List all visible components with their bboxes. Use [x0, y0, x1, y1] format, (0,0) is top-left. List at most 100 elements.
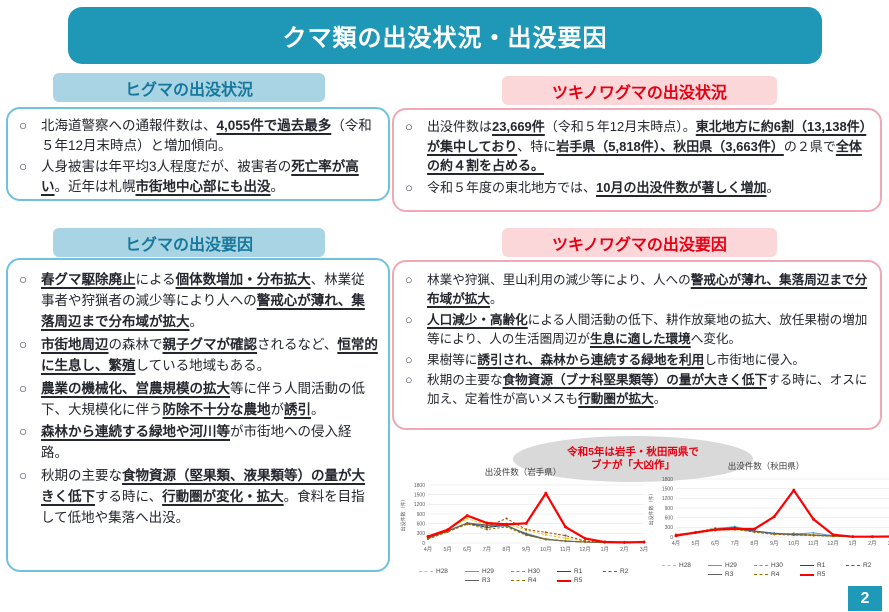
chart-title: 出没件数（岩手県） — [484, 467, 562, 477]
text-segment: 。 — [653, 392, 667, 407]
text-segment: が — [270, 401, 285, 417]
svg-text:8月: 8月 — [502, 546, 510, 553]
svg-text:11月: 11月 — [560, 546, 571, 553]
svg-text:出没件数（件）: 出没件数（件） — [648, 490, 655, 525]
svg-text:1500: 1500 — [662, 486, 673, 492]
text-segment: による — [135, 272, 176, 287]
section-header-higuma-status: ヒグマの出没状況 — [53, 73, 325, 102]
legend-item: R5 — [800, 571, 838, 578]
svg-text:12月: 12月 — [579, 546, 590, 553]
legend-swatch — [419, 571, 433, 572]
svg-text:1800: 1800 — [662, 477, 673, 483]
legend-label: R5 — [574, 577, 583, 584]
svg-text:0: 0 — [422, 541, 425, 547]
text-segment: 誘引 — [284, 401, 311, 417]
svg-text:12月: 12月 — [827, 540, 838, 547]
legend-label: H30 — [528, 568, 540, 575]
bullet-circle-icon: ○ — [19, 424, 28, 440]
legend-swatch — [662, 565, 676, 566]
section-header-label: ヒグマの出没状況 — [124, 81, 253, 99]
legend-swatch — [465, 571, 479, 572]
text-segment: する時に、オスに加え、定着性が高いメスも — [427, 373, 868, 407]
tsukinowa-status-box: ○ 出没件数は23,669件（令和５年12月末時点）。東北地方に約6割（13,13… — [392, 108, 882, 212]
text-segment: 。近年は札幌 — [54, 178, 136, 194]
legend-item: R4 — [754, 571, 792, 578]
list-item: ○ 果樹等に誘引され、森林から連続する緑地を利用し市街地に侵入。 — [402, 351, 870, 370]
text-segment: の２県で — [783, 138, 836, 154]
svg-text:1800: 1800 — [414, 483, 425, 489]
list-item: ○ 北海道警察への通報件数は、4,055件で過去最多（令和５年12月末時点）と増加… — [16, 116, 378, 155]
text-segment: 親子グマが確認 — [162, 336, 258, 352]
legend-label: R4 — [528, 577, 537, 584]
legend-label: R4 — [771, 571, 780, 578]
legend-label: H30 — [771, 562, 783, 569]
list-item: ○ 春グマ駆除廃止による個体数増加・分布拡大、林業従事者や狩猟者の減少等により人へ… — [16, 270, 378, 333]
chart-title: 出没件数（秋田県） — [727, 461, 805, 471]
page-number: 2 — [860, 589, 870, 607]
legend-swatch — [846, 565, 860, 566]
svg-text:6月: 6月 — [711, 540, 719, 547]
svg-text:1月: 1月 — [601, 546, 609, 553]
legend-swatch — [754, 574, 768, 575]
bullet-text: 北海道警察への通報件数は、4,055件で過去最多（令和５年12月末時点）と増加傾… — [41, 118, 372, 153]
text-segment: 秋期の主要な — [427, 373, 503, 388]
bullet-circle-icon: ○ — [19, 118, 28, 133]
section-header-tsukinowa-cause: ツキノワグマの出没要因 — [502, 228, 777, 257]
bullet-circle-icon: ○ — [405, 312, 413, 327]
bullet-text: 春グマ駆除廃止による個体数増加・分布拡大、林業従事者や狩猟者の減少等により人への… — [41, 272, 365, 329]
text-segment: 個体数増加・分布拡大 — [175, 272, 311, 287]
legend-swatch — [511, 571, 525, 572]
bullet-text: 秋期の主要な食物資源（ブナ科堅果類等）の量が大きく低下する時に、オスに加え、定着… — [427, 373, 867, 406]
legend-swatch — [754, 565, 768, 566]
tsukinowa-cause-box: ○ 林業や狩猟、里山利用の減少等により、人への警戒心が薄れ、集落周辺まで分布域が拡… — [392, 260, 882, 430]
higuma-cause-box: ○ 春グマ駆除廃止による個体数増加・分布拡大、林業従事者や狩猟者の減少等により人へ… — [6, 258, 390, 572]
bullet-text: 人口減少・高齢化による人間活動の低下、耕作放棄地の拡大、放任果樹の増加等により、… — [427, 313, 867, 346]
legend-item: H30 — [754, 562, 792, 569]
text-segment: 行動圏が拡大 — [578, 392, 654, 407]
svg-text:6月: 6月 — [463, 546, 471, 553]
legend-item: H29 — [708, 562, 746, 569]
bullet-circle-icon: ○ — [19, 468, 28, 484]
svg-text:1500: 1500 — [414, 492, 425, 498]
bullet-text: 市街地周辺の森林で親子グマが確認されるなど、恒常的に生息し、繁殖している地域もあ… — [41, 337, 378, 373]
text-segment: し市街地に侵入。 — [704, 352, 805, 367]
text-segment: の森林で — [108, 336, 163, 352]
legend-item: R2 — [846, 562, 884, 569]
list-item: ○ 出没件数は23,669件（令和５年12月末時点）。東北地方に約6割（13,13… — [402, 117, 870, 176]
section-header-higuma-cause: ヒグマの出没要因 — [53, 228, 325, 257]
svg-text:600: 600 — [417, 521, 426, 527]
legend-label: R1 — [574, 568, 583, 575]
text-segment: へ変化。 — [690, 331, 742, 346]
text-segment: （令和５年12月末時点）。 — [544, 119, 696, 134]
legend-swatch — [557, 571, 571, 572]
text-segment: 4,055件で過去最多 — [216, 118, 332, 133]
page-title: クマ類の出没状況・出没要因 — [282, 25, 608, 52]
text-segment: 。 — [489, 291, 503, 306]
bullet-text: 森林から連続する緑地や河川等が市街地への侵入経路。 — [41, 424, 352, 460]
text-segment: 警戒心が薄れ、集落周辺まで分布域が拡大 — [427, 273, 868, 306]
legend-label: R2 — [863, 562, 872, 569]
text-segment: 。 — [270, 178, 285, 194]
text-segment: 。食料を目指して低地や集落へ出没。 — [41, 489, 365, 526]
line-chart-svg: 0 300 600 900 1200 1500 1800 出没件数（件） 4月 5月 6月 7月 8月 9… — [400, 483, 648, 553]
svg-text:4月: 4月 — [424, 546, 432, 553]
callout-line2: ブナが「大凶作」 — [591, 459, 675, 471]
text-segment: 秋期の主要な — [41, 468, 122, 484]
svg-text:900: 900 — [417, 512, 426, 518]
legend-swatch — [511, 580, 525, 581]
svg-text:900: 900 — [665, 506, 674, 512]
legend-item: R4 — [511, 577, 549, 584]
bullet-circle-icon: ○ — [19, 380, 28, 396]
text-segment: 恒常的に生息し、繁殖 — [41, 336, 378, 373]
bullet-circle-icon: ○ — [405, 273, 413, 287]
text-segment: 食物資源（堅果類、液果類等）の量が大きく低下 — [41, 468, 365, 505]
text-segment: している地域もある。 — [135, 357, 271, 373]
text-segment: 人口減少・高齢化 — [427, 312, 528, 327]
list-item: ○ 秋期の主要な食物資源（ブナ科堅果類等）の量が大きく低下する時に、オスに加え、定… — [402, 371, 870, 409]
text-segment: 市街地中心部にも出没 — [135, 178, 271, 194]
svg-text:2月: 2月 — [868, 540, 876, 547]
text-segment: 人身被害は年平均3人程度だが、被害者の — [41, 159, 292, 175]
legend-swatch — [557, 579, 571, 582]
chart-legend: H28 H29 H30 R1 R2 R3 R4 R5 — [646, 562, 886, 578]
text-segment: 農業の機械化、営農規模の拡大 — [41, 380, 230, 396]
